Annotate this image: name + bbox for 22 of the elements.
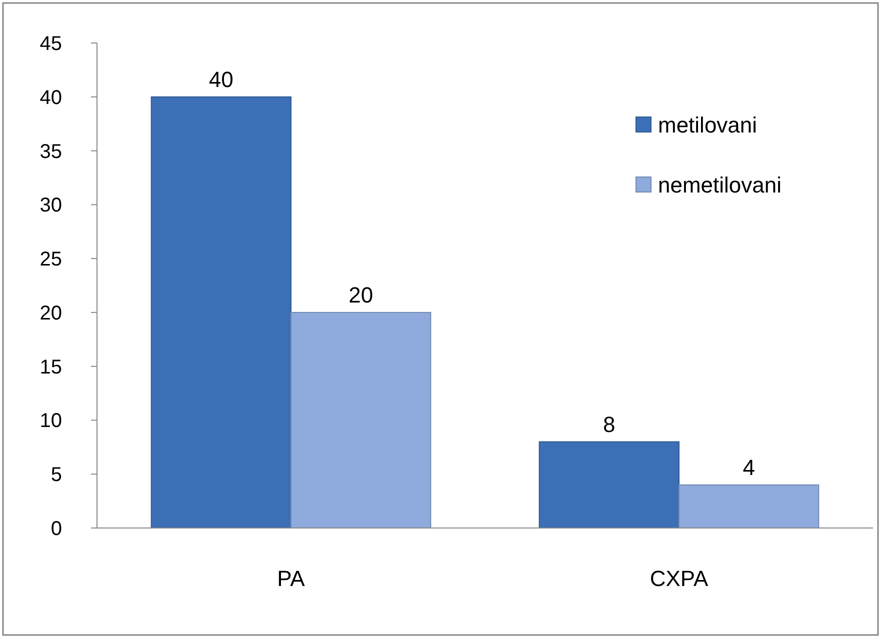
y-tick-label: 30 <box>40 194 62 217</box>
y-tick-label: 20 <box>40 302 62 324</box>
y-tick-label: 5 <box>50 464 62 486</box>
legend-label: metilovani <box>658 112 758 138</box>
y-tick-label: 40 <box>40 86 62 109</box>
legend-label: nemetilovani <box>658 172 782 198</box>
bar <box>150 96 292 528</box>
data-label: 8 <box>603 412 616 437</box>
bar <box>290 312 432 528</box>
y-tick-label: 0 <box>50 518 62 540</box>
data-label: 40 <box>208 66 234 92</box>
bar <box>538 441 680 528</box>
y-tick-label: 45 <box>40 33 62 55</box>
x-tick-label: PA <box>277 566 306 591</box>
data-label: 20 <box>348 282 374 308</box>
bar <box>678 484 820 528</box>
y-tick-label: 35 <box>40 140 62 163</box>
y-tick-label: 10 <box>40 410 62 432</box>
y-tick-label: 25 <box>40 248 62 271</box>
y-tick-label: 15 <box>40 356 62 378</box>
data-label: 4 <box>742 454 755 480</box>
x-tick-label: CXPA <box>650 566 708 591</box>
